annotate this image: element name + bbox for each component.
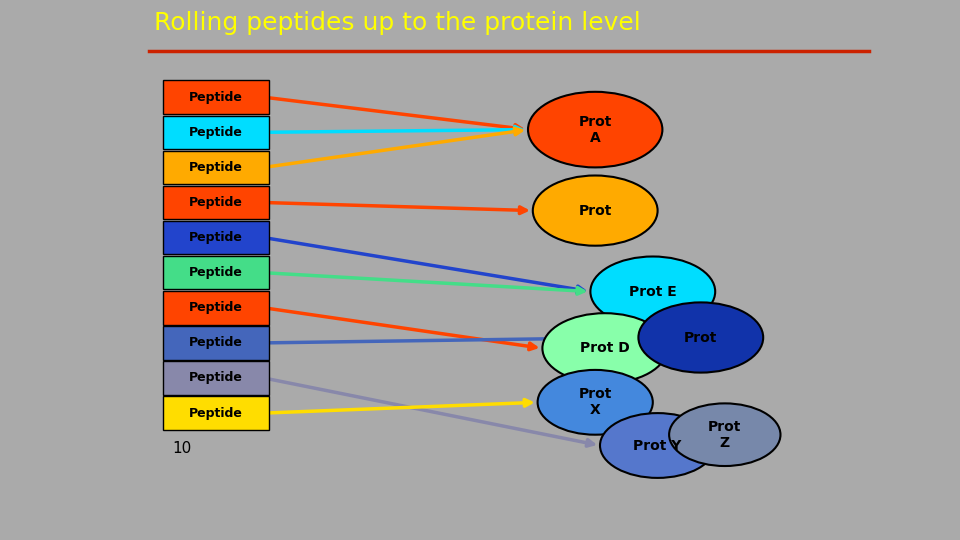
Circle shape (590, 256, 715, 327)
Circle shape (528, 92, 662, 167)
Text: Peptide: Peptide (189, 91, 243, 104)
Circle shape (538, 370, 653, 435)
FancyBboxPatch shape (163, 186, 269, 219)
Circle shape (533, 176, 658, 246)
Text: Prot D: Prot D (580, 341, 630, 355)
FancyBboxPatch shape (163, 396, 269, 430)
Text: Peptide: Peptide (189, 301, 243, 314)
FancyBboxPatch shape (163, 291, 269, 325)
Circle shape (669, 403, 780, 466)
Text: Prot: Prot (579, 204, 612, 218)
FancyBboxPatch shape (163, 221, 269, 254)
FancyBboxPatch shape (163, 326, 269, 360)
Text: Prot: Prot (684, 330, 717, 345)
Text: Peptide: Peptide (189, 196, 243, 209)
Text: Peptide: Peptide (189, 231, 243, 244)
Text: Peptide: Peptide (189, 372, 243, 384)
FancyBboxPatch shape (163, 361, 269, 395)
Text: Prot Y: Prot Y (634, 438, 682, 453)
Text: 10: 10 (173, 441, 192, 456)
FancyBboxPatch shape (163, 256, 269, 289)
Text: Prot
X: Prot X (579, 387, 612, 417)
Text: Peptide: Peptide (189, 407, 243, 420)
Circle shape (638, 302, 763, 373)
Text: Peptide: Peptide (189, 266, 243, 279)
Text: Rolling peptides up to the protein level: Rolling peptides up to the protein level (154, 11, 640, 35)
FancyBboxPatch shape (163, 80, 269, 114)
Circle shape (600, 413, 715, 478)
Text: Peptide: Peptide (189, 161, 243, 174)
FancyBboxPatch shape (163, 116, 269, 149)
Circle shape (542, 313, 667, 383)
Text: Peptide: Peptide (189, 336, 243, 349)
Text: Peptide: Peptide (189, 126, 243, 139)
Text: Prot E: Prot E (629, 285, 677, 299)
Text: Prot
A: Prot A (579, 114, 612, 145)
Text: Prot
Z: Prot Z (708, 420, 741, 450)
FancyBboxPatch shape (163, 151, 269, 184)
